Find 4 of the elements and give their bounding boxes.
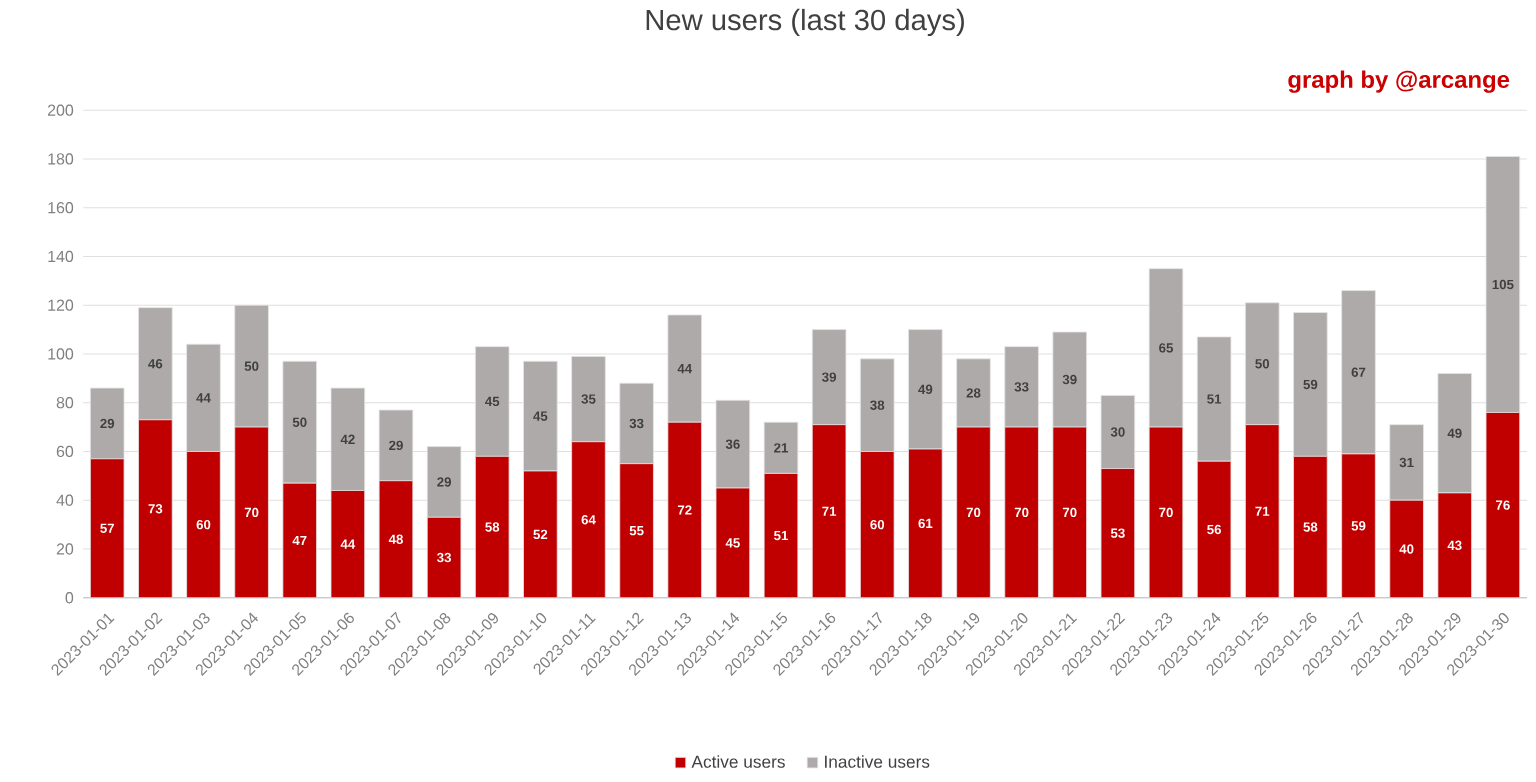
chart-title: New users (last 30 days) xyxy=(646,8,964,36)
text: graph by @arcange xyxy=(1288,70,1510,93)
legend-label: Active users xyxy=(691,755,785,768)
legend-label: Inactive users xyxy=(825,755,930,768)
